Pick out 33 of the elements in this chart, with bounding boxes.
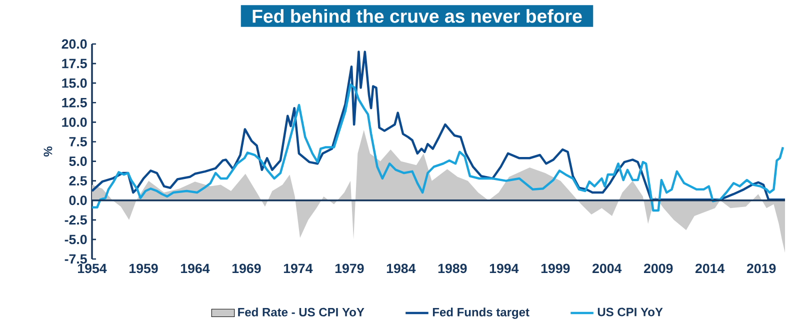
- x-tick-label: 1954: [78, 264, 107, 274]
- x-tick-label: 1979: [335, 264, 364, 274]
- y-tick-label: 20.0: [62, 39, 87, 49]
- x-tick-label: 1974: [284, 264, 313, 274]
- legend-label: Fed Rate - US CPI YoY: [238, 308, 364, 316]
- x-tick-label: 1994: [490, 264, 519, 274]
- y-tick-label: 15.0: [62, 78, 87, 88]
- y-tick-label: -7.5: [64, 254, 87, 264]
- y-tick-label: 7.5: [69, 137, 87, 146]
- x-tick-label: 1964: [180, 264, 210, 274]
- y-tick-label: 17.5: [62, 58, 87, 68]
- x-tick-label: 2019: [746, 264, 776, 274]
- x-tick-label: 1984: [386, 264, 416, 274]
- x-tick-label: 2014: [695, 264, 725, 274]
- line-series: [90, 50, 786, 201]
- x-tick-label: 1999: [541, 264, 570, 274]
- line-series: [90, 84, 784, 212]
- y-tick-label: -5.0: [64, 234, 87, 244]
- x-tick-label: 2009: [644, 264, 673, 274]
- y-axis-title: %: [44, 146, 52, 157]
- x-tick-label: 1959: [129, 264, 158, 274]
- y-tick-label: 5.0: [69, 156, 87, 166]
- chart-title: Fed behind the cruve as never before: [252, 9, 582, 23]
- x-tick-label: 2004: [592, 264, 622, 274]
- y-tick-label: 10.0: [62, 117, 87, 127]
- y-tick-label: -2.5: [64, 215, 87, 225]
- x-tick-label: 1969: [232, 264, 261, 274]
- legend-label: US CPI YoY: [598, 308, 663, 316]
- legend-label: Fed Funds target: [432, 308, 530, 319]
- y-tick-label: 0.0: [69, 196, 87, 206]
- x-tick-label: 1989: [438, 264, 467, 274]
- y-tick-label: 12.5: [62, 98, 87, 108]
- y-tick-label: 2.5: [69, 176, 87, 186]
